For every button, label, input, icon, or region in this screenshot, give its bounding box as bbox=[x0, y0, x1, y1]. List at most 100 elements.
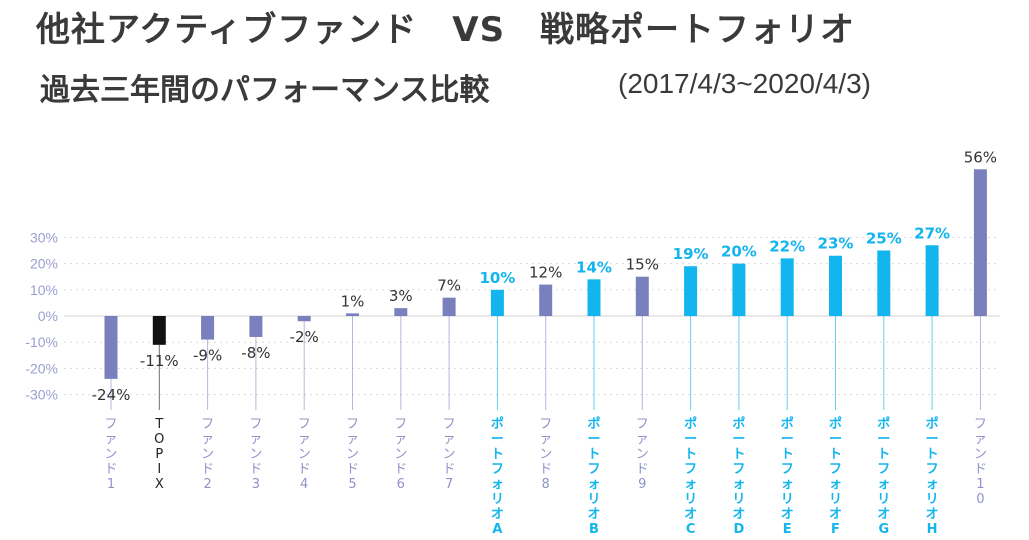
bar bbox=[201, 316, 215, 340]
x-tick-label-char: リ bbox=[926, 492, 939, 507]
x-tick-label-char: ン bbox=[394, 447, 407, 462]
x-tick-label-char: A bbox=[492, 522, 502, 537]
x-tick-label-char: 9 bbox=[638, 477, 646, 492]
bar bbox=[104, 316, 118, 379]
x-tick-label-char: ポ bbox=[732, 416, 745, 432]
x-tick-label-char: フ bbox=[926, 462, 939, 477]
x-tick-label-char: ポ bbox=[829, 416, 842, 432]
x-tick-label: ポートフォリオ G bbox=[877, 416, 890, 537]
x-tick-label-char: ド bbox=[974, 462, 987, 477]
x-tick-label: ファンド 4 bbox=[298, 417, 311, 492]
data-label: -8% bbox=[241, 344, 270, 362]
x-tick-label-char: フ bbox=[249, 417, 262, 432]
x-tick-label-char: ー bbox=[491, 432, 504, 447]
x-tick-label-char: ド bbox=[539, 462, 552, 477]
x-tick-label-char: ポ bbox=[491, 416, 504, 432]
x-tick-label-char: G bbox=[878, 522, 889, 537]
x-tick-label-char: ー bbox=[684, 432, 697, 447]
data-label: 27% bbox=[914, 224, 950, 242]
x-tick-label-char: ド bbox=[298, 462, 311, 477]
x-tick-label-char: オ bbox=[684, 507, 697, 522]
bar bbox=[732, 263, 746, 316]
x-tick-label: ファンド 6 bbox=[394, 417, 407, 492]
x-tick-label: ファンド 7 bbox=[443, 417, 456, 492]
x-tick-label-char: ー bbox=[781, 432, 794, 447]
x-tick-label-char: T bbox=[154, 417, 163, 432]
x-tick-label: ポートフォリオ C bbox=[684, 416, 697, 537]
bar bbox=[394, 308, 408, 316]
x-tick-label-char: ォ bbox=[587, 477, 600, 492]
x-tick-label-char: ト bbox=[491, 447, 504, 462]
x-tick-label-char: フ bbox=[394, 417, 407, 432]
x-tick-label-char: ト bbox=[877, 447, 890, 462]
bar bbox=[925, 245, 939, 316]
data-label: -9% bbox=[193, 347, 222, 365]
x-tick-label-char: フ bbox=[636, 417, 649, 432]
data-label: 14% bbox=[576, 258, 612, 276]
x-tick-label-char: オ bbox=[781, 507, 794, 522]
data-label: 15% bbox=[626, 256, 659, 274]
x-tick-label-char: フ bbox=[346, 417, 359, 432]
x-tick-label-char: ー bbox=[926, 432, 939, 447]
data-label: 22% bbox=[769, 237, 805, 255]
bar bbox=[442, 297, 456, 316]
x-tick-label: ファンド 3 bbox=[249, 417, 262, 492]
x-tick-label: ポートフォリオ H bbox=[926, 416, 939, 537]
y-tick-label: 0% bbox=[38, 308, 58, 324]
y-tick-label: 20% bbox=[30, 256, 58, 272]
x-tick-label-char: ド bbox=[346, 462, 359, 477]
data-label: 12% bbox=[529, 264, 562, 282]
x-tick-label-char: I bbox=[157, 462, 161, 477]
x-tick-label-char: ト bbox=[587, 447, 600, 462]
bar bbox=[635, 276, 649, 316]
y-tick-label: 10% bbox=[30, 282, 58, 298]
x-tick-label: ポートフォリオ E bbox=[781, 416, 794, 537]
data-label: 3% bbox=[389, 287, 413, 305]
x-tick-label-char: ド bbox=[636, 462, 649, 477]
x-tick-label: ポートフォリオ A bbox=[491, 416, 504, 537]
x-tick-label-char: フ bbox=[974, 417, 987, 432]
x-tick-label-char: ァ bbox=[636, 432, 649, 447]
x-tick-label-char: ォ bbox=[877, 477, 890, 492]
x-tick-label-char: ァ bbox=[104, 432, 117, 447]
x-tick-label-char: ァ bbox=[249, 432, 262, 447]
x-tick-label-char: ァ bbox=[346, 432, 359, 447]
x-tick-label-char: リ bbox=[684, 492, 697, 507]
y-tick-label: 30% bbox=[30, 229, 58, 245]
x-tick-label-char: ァ bbox=[394, 432, 407, 447]
x-tick-label-char: 2 bbox=[203, 477, 211, 492]
x-tick-label: ファンド 2 bbox=[201, 417, 214, 492]
bar bbox=[877, 250, 891, 316]
x-tick-label-char: B bbox=[589, 522, 599, 537]
bar bbox=[587, 279, 601, 316]
x-tick-label: ファンド 8 bbox=[539, 417, 552, 492]
x-tick-label-char: リ bbox=[781, 492, 794, 507]
x-tick-label-char: F bbox=[831, 522, 840, 537]
x-tick-label-char: ォ bbox=[732, 477, 745, 492]
x-tick-label-char: ー bbox=[877, 432, 890, 447]
x-tick-label-char: ー bbox=[587, 432, 600, 447]
data-label: -24% bbox=[92, 386, 131, 404]
chart-title: 他社アクティブファンド VS 戦略ポートフォリオ bbox=[36, 10, 856, 50]
x-tick-label-char: オ bbox=[829, 507, 842, 522]
x-tick-label-char: ォ bbox=[829, 477, 842, 492]
x-tick-label-char: ン bbox=[443, 447, 456, 462]
x-tick-label-char: フ bbox=[491, 462, 504, 477]
x-tick-label-char: H bbox=[927, 522, 938, 537]
x-tick-label: ファンド 1 bbox=[104, 417, 117, 492]
x-tick-label-char: フ bbox=[829, 462, 842, 477]
bar bbox=[973, 169, 987, 316]
chart-subtitle: 過去三年間のパフォーマンス比較 bbox=[40, 73, 490, 108]
x-tick-label-char: 4 bbox=[300, 477, 308, 492]
data-label: 7% bbox=[437, 277, 461, 295]
bar bbox=[684, 266, 698, 316]
x-tick-label-char: ン bbox=[104, 447, 117, 462]
x-tick-label-char: オ bbox=[732, 507, 745, 522]
x-tick-label-char: ン bbox=[539, 447, 552, 462]
x-tick-label-char: 8 bbox=[542, 477, 550, 492]
x-tick-label-char: フ bbox=[781, 462, 794, 477]
bar bbox=[490, 289, 504, 316]
x-tick-label-char: ポ bbox=[781, 416, 794, 432]
x-tick-label-char: フ bbox=[201, 417, 214, 432]
x-tick-label-char: ポ bbox=[684, 416, 697, 432]
